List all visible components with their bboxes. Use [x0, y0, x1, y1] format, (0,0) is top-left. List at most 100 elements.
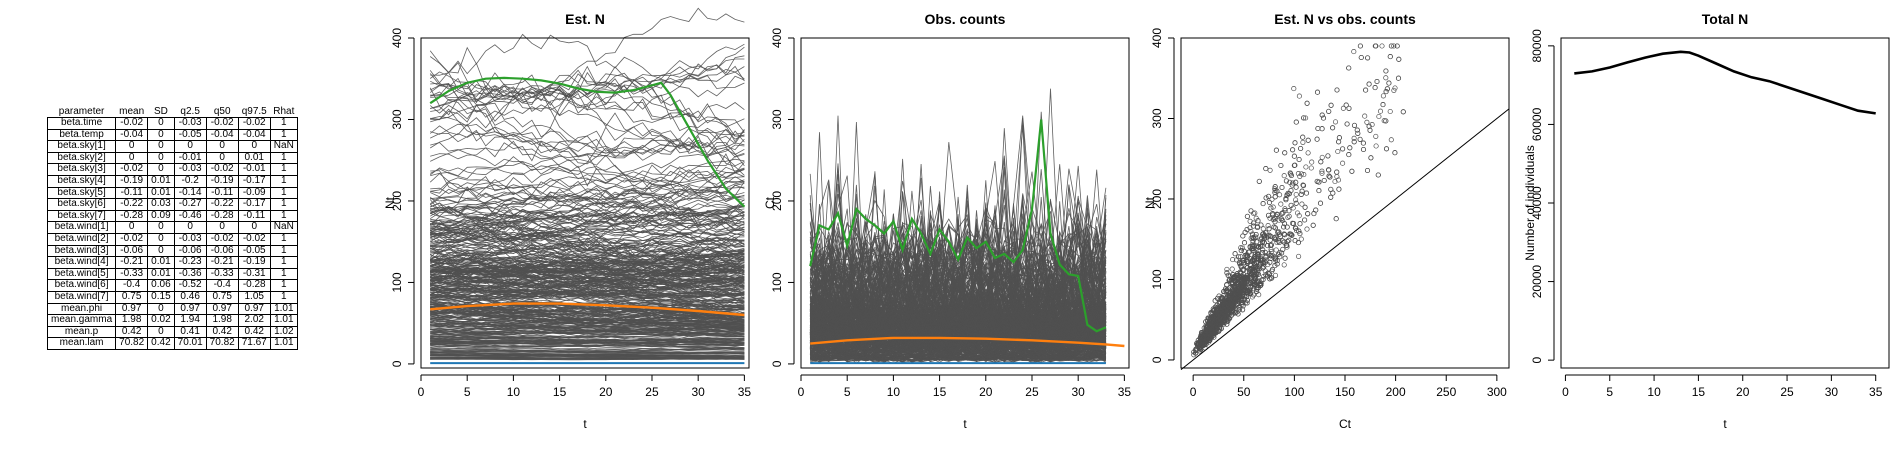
site-line — [429, 199, 745, 232]
scatter-point — [1244, 300, 1250, 306]
table-cell: 70.01 — [173, 337, 207, 350]
table-cell: -0.33 — [205, 267, 239, 281]
scatter-point — [1257, 265, 1263, 271]
site-line — [430, 338, 745, 342]
scatter-point — [1292, 225, 1298, 231]
parameter-table: parameter mean SD q2.5 q50 q97.5 Rhat beta.tim… — [46, 106, 298, 350]
obs-counts-chart: Obs. counts t Ct 0 5 10 15 20 25 30 35 0 100 200 300 40… — [763, 11, 1132, 431]
scatter-point — [1314, 89, 1321, 95]
site-line — [430, 227, 745, 251]
scatter-point — [1364, 167, 1371, 174]
site-line — [430, 284, 745, 320]
scatter-point — [1275, 251, 1282, 257]
scatter-point — [1369, 122, 1375, 128]
table-cell: 0 — [147, 244, 175, 258]
chart-title: Obs. counts — [925, 11, 1006, 27]
table-cell: -0.02 — [115, 232, 149, 246]
scatter-point — [1255, 218, 1261, 224]
scatter-point — [1326, 173, 1332, 179]
scatter-point — [1265, 243, 1271, 249]
table-cell: -0.05 — [173, 128, 207, 142]
scatter-point — [1250, 235, 1256, 241]
table-cell: 0 — [147, 221, 175, 234]
scatter-point — [1238, 276, 1245, 282]
site-line — [429, 141, 745, 176]
scatter-point — [1308, 165, 1314, 171]
scatter-point — [1310, 222, 1316, 228]
site-line — [430, 290, 745, 304]
table-row: beta.wind[5] -0.33 0.01 -0.36 -0.33 -0.31 1 — [46, 267, 298, 281]
scatter-point — [1260, 201, 1266, 207]
site-line — [430, 282, 745, 293]
site-line — [430, 342, 745, 351]
table-cell: 0 — [115, 140, 149, 153]
x-tick-label: 10 — [507, 385, 521, 399]
table-cell: -0.52 — [173, 279, 207, 292]
scatter-point — [1213, 310, 1220, 316]
site-line — [809, 177, 1107, 339]
table-cell: 70.82 — [115, 337, 149, 350]
scatter-point — [1202, 332, 1208, 338]
table-header-cell: SD — [153, 106, 168, 117]
table-cell: 0.42 — [237, 325, 271, 339]
table-cell: 0 — [237, 140, 271, 153]
table-cell: NaN — [269, 140, 298, 153]
table-cell: beta.sky[1] — [46, 140, 117, 153]
scatter-point — [1247, 256, 1253, 262]
scatter-point — [1294, 228, 1300, 234]
table-cell: -0.28 — [115, 209, 149, 223]
x-axis-label: Ct — [1339, 417, 1352, 431]
site-line — [430, 227, 745, 273]
scatter-point — [1234, 279, 1240, 286]
scatter-point — [1211, 322, 1218, 328]
table-cell: -0.02 — [237, 232, 271, 246]
y-tick-label: 100 — [770, 272, 784, 292]
scatter-point — [1344, 121, 1350, 127]
scatter-point — [1327, 174, 1333, 180]
scatter-point — [1193, 350, 1199, 356]
table-cell: 0.01 — [147, 256, 175, 269]
scatter-point — [1240, 233, 1246, 239]
scatter-point — [1240, 307, 1246, 313]
table-cell: 0 — [147, 128, 175, 142]
table-header-cell: q2.5 — [180, 106, 200, 117]
scatter-point — [1357, 43, 1363, 49]
scatter-point — [1299, 201, 1305, 207]
scatter-point — [1293, 191, 1299, 198]
table-cell: -0.19 — [237, 256, 271, 269]
scatter-point — [1290, 147, 1296, 153]
scatter-point — [1317, 200, 1324, 206]
table-cell: beta.wind[7] — [46, 290, 117, 304]
table-cell: 0 — [173, 221, 207, 234]
site-line — [809, 251, 1107, 338]
site-line — [430, 238, 745, 279]
scatter-point — [1197, 339, 1203, 345]
y-tick-label: 40000 — [1530, 186, 1544, 220]
scatter-point — [1301, 172, 1307, 178]
site-line — [430, 91, 745, 174]
y-tick-label: 100 — [1150, 269, 1164, 289]
scatter-point — [1318, 159, 1324, 165]
scatter-point — [1383, 146, 1390, 152]
scatter-point — [1278, 201, 1284, 207]
x-tick-label: 35 — [1118, 385, 1132, 399]
site-line — [430, 251, 745, 270]
table-cell: 1.05 — [237, 290, 271, 304]
scatter-point — [1373, 43, 1379, 49]
scatter-point — [1280, 246, 1286, 252]
site-line — [430, 328, 745, 336]
table-cell: -0.02 — [115, 117, 149, 130]
scatter-point — [1298, 145, 1304, 152]
scatter-point — [1213, 330, 1219, 336]
scatter-point — [1346, 152, 1352, 158]
site-line — [430, 278, 745, 308]
table-cell: -0.04 — [205, 128, 239, 142]
y-axis-label: Nt — [1143, 196, 1157, 209]
scatter-point — [1293, 179, 1299, 185]
scatter-point — [1358, 54, 1364, 61]
table-cell: beta.wind[6] — [46, 279, 117, 292]
scatter-point — [1266, 199, 1273, 206]
table-cell: 0.46 — [173, 290, 207, 304]
scatter-point — [1291, 153, 1297, 159]
scatter-point — [1198, 346, 1204, 353]
